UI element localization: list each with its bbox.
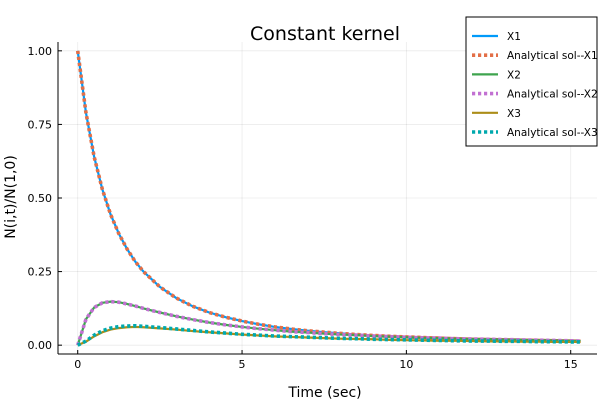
y-tick-label: 1.00 — [28, 45, 53, 58]
y-tick-label: 0.75 — [28, 118, 53, 131]
legend-label: X1 — [507, 31, 521, 43]
series-line-analytical-sol-x2 — [76, 299, 581, 346]
x-tick-label: 5 — [239, 358, 246, 371]
legend-label: X3 — [507, 108, 521, 120]
y-tick-label: 0.25 — [28, 266, 53, 279]
y-tick-label: 0.50 — [28, 192, 53, 205]
y-tick-label: 0.00 — [28, 339, 53, 352]
legend-label: Analytical sol--X1 — [507, 50, 598, 62]
legend-label: Analytical sol--X2 — [507, 89, 598, 101]
chart-title: Constant kernel — [250, 23, 400, 45]
series-line-analytical-sol-x3 — [76, 323, 581, 347]
legend-label: Analytical sol--X3 — [507, 127, 598, 139]
series-line-x3 — [77, 325, 581, 347]
legend-box — [465, 16, 598, 147]
series-group — [75, 50, 581, 347]
x-tick-label: 10 — [399, 358, 413, 371]
x-tick-label: 0 — [74, 358, 81, 371]
x-axis-title: Time (sec) — [287, 385, 361, 400]
legend: X1 Analytical sol--X1 X2 Analytical sol--X2… — [465, 16, 598, 147]
legend-label: X2 — [507, 69, 521, 81]
x-tick-label: 15 — [564, 358, 578, 371]
y-axis-title: N(i,t)/N(1,0) — [3, 155, 19, 239]
axes: 0 5 10 15 0.00 0.25 0.50 0.75 1.00 — [28, 42, 597, 371]
